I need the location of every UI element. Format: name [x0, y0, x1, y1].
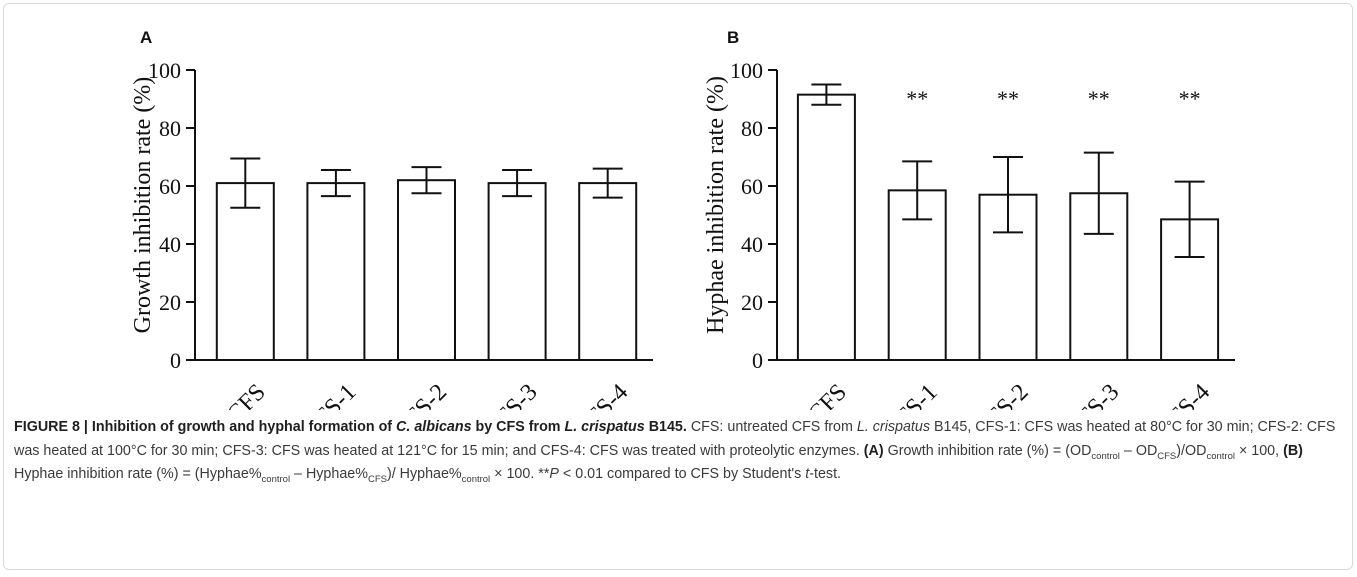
x-tick-label: CFS-4 — [571, 379, 634, 410]
caption-text: CFS: untreated CFS from L. crispatus B14… — [14, 419, 1336, 485]
bar — [796, 93, 856, 362]
bar — [578, 182, 638, 361]
figure-caption: FIGURE 8 | Inhibition of growth and hyph… — [14, 416, 1344, 487]
y-tick-label: 20 — [159, 290, 181, 315]
chart-panel-b: B Hyphae inhibition rate (%) 0 20 40 60 80 100 C… — [703, 28, 1235, 410]
bar — [215, 182, 275, 361]
figure-charts: A Growth inhibition rate (%) 0 20 40 60 80 100 C… — [130, 28, 1235, 410]
y-tick-label: 20 — [741, 290, 763, 315]
panel-label: B — [727, 28, 739, 47]
bar — [487, 182, 547, 361]
y-axis-label: Hyphae inhibition rate (%) — [703, 76, 729, 334]
x-tick-label: CFS — [803, 379, 852, 410]
significance-label: ** — [997, 86, 1019, 111]
caption-title: FIGURE 8 | Inhibition of growth and hyph… — [14, 419, 687, 435]
x-tick-label: CFS-2 — [971, 379, 1034, 410]
y-tick-label: 100 — [148, 58, 181, 83]
y-tick-label: 0 — [170, 348, 181, 373]
x-tick-label: CFS — [222, 379, 271, 410]
x-tick-label: CFS-3 — [480, 379, 543, 410]
significance-label: ** — [1179, 86, 1201, 111]
y-tick-label: 60 — [159, 174, 181, 199]
y-tick-label: 100 — [730, 58, 763, 83]
y-tick-label: 0 — [752, 348, 763, 373]
bar — [306, 182, 366, 361]
x-tick-label: CFS-1 — [299, 379, 362, 410]
y-tick-label: 40 — [741, 232, 763, 257]
bar — [397, 179, 456, 361]
significance-label: ** — [906, 86, 928, 111]
chart-panel-a: A Growth inhibition rate (%) 0 20 40 60 80 100 C… — [130, 28, 653, 410]
x-tick-label: CFS-2 — [389, 379, 452, 410]
x-tick-label: CFS-4 — [1152, 379, 1215, 410]
y-tick-label: 40 — [159, 232, 181, 257]
significance-label: ** — [1088, 86, 1110, 111]
panel-label: A — [140, 28, 152, 47]
y-tick-label: 60 — [741, 174, 763, 199]
y-tick-label: 80 — [741, 116, 763, 141]
x-tick-label: CFS-3 — [1062, 379, 1125, 410]
y-tick-label: 80 — [159, 116, 181, 141]
y-axis-label: Growth inhibition rate (%) — [130, 77, 156, 334]
x-tick-label: CFS-1 — [880, 379, 943, 410]
